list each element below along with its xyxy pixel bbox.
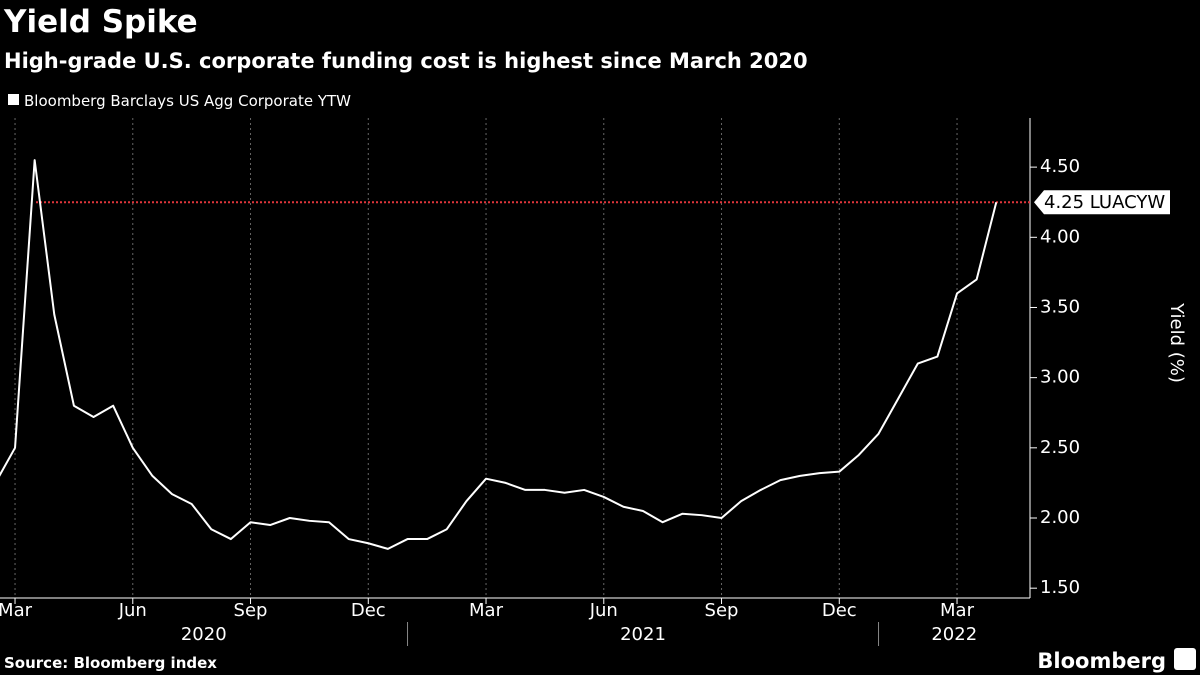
y-tick-label: 4.00 — [1040, 226, 1080, 247]
brand: Bloomberg — [1037, 649, 1166, 673]
chart-subtitle: High-grade U.S. corporate funding cost i… — [4, 49, 808, 73]
x-tick-label: Sep — [705, 600, 739, 621]
y-axis-label: Yield (%) — [1166, 302, 1187, 383]
legend-label: Bloomberg Barclays US Agg Corporate YTW — [24, 92, 351, 110]
series-line — [0, 159, 998, 550]
x-tick-label: Jun — [589, 600, 618, 621]
x-tick-label: Jun — [118, 600, 147, 621]
legend-swatch — [8, 94, 19, 105]
y-tick-label: 2.50 — [1040, 437, 1080, 458]
x-tick-label: Mar — [469, 600, 504, 621]
y-tick-label: 4.50 — [1040, 156, 1080, 177]
x-tick-label: Sep — [234, 600, 268, 621]
y-tick-label: 2.00 — [1040, 507, 1080, 528]
chart-title: Yield Spike — [3, 4, 198, 40]
year-label: 2020 — [181, 624, 227, 645]
x-tick-label: Dec — [822, 600, 857, 621]
year-label: 2021 — [620, 624, 666, 645]
reference-label-box — [1034, 190, 1170, 215]
brand-icon — [1174, 648, 1196, 670]
x-tick-label: Mar — [940, 600, 975, 621]
y-tick-label: 1.50 — [1040, 577, 1080, 598]
year-label: 2022 — [931, 624, 977, 645]
y-tick-label: 3.50 — [1040, 296, 1080, 317]
reference-label: 4.25 LUACYW — [1044, 192, 1165, 213]
source: Source: Bloomberg index — [4, 654, 217, 672]
x-tick-label: Mar — [0, 600, 33, 621]
x-tick-label: Dec — [351, 600, 386, 621]
y-tick-label: 3.00 — [1040, 367, 1080, 388]
